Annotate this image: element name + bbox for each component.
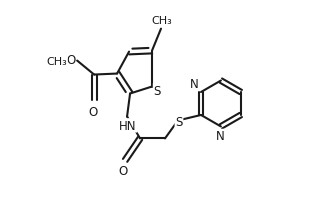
Text: CH₃: CH₃ (46, 56, 67, 66)
Text: HN: HN (119, 119, 137, 132)
Text: S: S (175, 115, 183, 128)
Text: O: O (89, 106, 98, 119)
Text: N: N (190, 78, 199, 91)
Text: N: N (215, 130, 224, 143)
Text: CH₃: CH₃ (152, 16, 172, 26)
Text: S: S (154, 84, 161, 97)
Text: O: O (118, 164, 128, 177)
Text: O: O (66, 54, 75, 67)
